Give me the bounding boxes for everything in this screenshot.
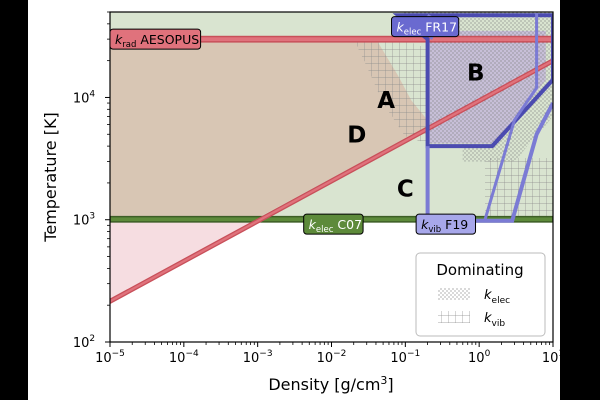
x-tick-label: 10−3 xyxy=(243,349,273,366)
band-rad-aesopus xyxy=(110,35,553,43)
legend-title: Dominating xyxy=(436,261,523,279)
region-label-a: A xyxy=(377,88,395,114)
region-label-c: C xyxy=(397,177,414,203)
legend-entry-vib: kvib xyxy=(484,311,505,329)
boundary-bands xyxy=(110,13,553,305)
boundary-label-box xyxy=(391,16,460,38)
boundary-label-box xyxy=(303,213,364,235)
y-tick-label: 102 xyxy=(73,334,95,351)
boundary-label-1: kelec FR17 xyxy=(391,16,460,38)
hatch-vib-grid-b xyxy=(485,158,553,220)
x-tick-label: 101 xyxy=(542,349,564,366)
region-label-d: D xyxy=(347,122,366,148)
boundary-label-text: krad AESOPUS xyxy=(115,32,199,50)
boundary-label-0: krad AESOPUS xyxy=(109,28,202,50)
region-d-fill xyxy=(110,39,428,220)
region-labels: A B C D xyxy=(347,61,484,203)
boundary-label-box xyxy=(109,28,202,50)
boundary-labels: krad AESOPUS kelec FR17 kelec C07 kvib F19 xyxy=(109,16,477,235)
band-vib-f19-right xyxy=(483,13,539,221)
hatch-vib-grid-a xyxy=(353,39,428,144)
band-vib-f19-outer xyxy=(425,102,553,223)
y-tick-label: 103 xyxy=(73,212,95,229)
boundary-label-text: kelec C07 xyxy=(309,217,362,235)
band-elec-fr17 xyxy=(392,13,553,149)
region-label-b: B xyxy=(467,61,485,87)
y-axis-label: Temperature [K] xyxy=(41,112,60,242)
legend-swatch-grid xyxy=(438,311,470,323)
boundary-label-2: kelec C07 xyxy=(303,213,364,235)
x-axis-label: Density [g/cm3] xyxy=(268,374,393,394)
x-tick-label: 10−5 xyxy=(95,349,125,366)
boundary-label-3: kvib F19 xyxy=(415,213,477,235)
x-tick-label: 100 xyxy=(468,349,491,366)
x-tick-label: 10−4 xyxy=(169,349,199,366)
x-tick-label: 10−1 xyxy=(390,349,420,366)
diagonal-line xyxy=(110,57,553,305)
axis-ticks: 10−5 10−4 10−3 10−2 10−1 100 101 102 103 104 xyxy=(73,11,564,366)
y-tick-label: 104 xyxy=(73,89,96,106)
legend: Dominating kelec kvib xyxy=(415,252,546,337)
legend-entry-elec: kelec xyxy=(484,288,510,306)
x-tick-label: 10−2 xyxy=(317,349,347,366)
boundary-label-text: kvib F19 xyxy=(421,217,468,235)
boundary-label-box xyxy=(415,213,477,235)
boundary-label-text: kelec FR17 xyxy=(397,20,458,38)
legend-swatch-dots xyxy=(438,288,470,300)
